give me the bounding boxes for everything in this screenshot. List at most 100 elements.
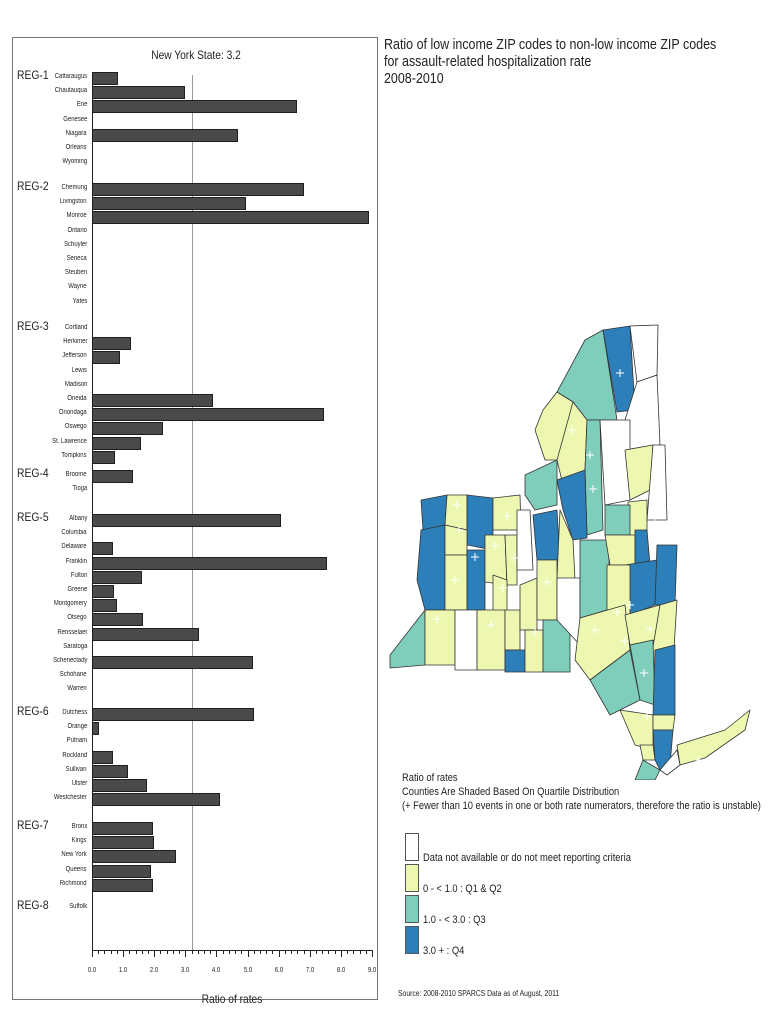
- county-label: Erie: [76, 101, 87, 109]
- region-label: REG-7: [17, 820, 49, 832]
- bar-chart-panel: New York State: 3.2 0.0 1.0 2.0 3.0 4.0 5.0 6.…: [12, 37, 378, 1006]
- county-rensselaer: [654, 544, 678, 606]
- x-tick-label: 8.0: [336, 967, 346, 974]
- major-tick: [92, 950, 93, 957]
- county-label: Warren: [67, 685, 87, 693]
- county-seneca: [504, 534, 518, 586]
- county-label: Chemung: [61, 184, 87, 191]
- source-note: Source: 2008-2010 SPARCS Data as of Augu…: [398, 989, 560, 998]
- county-label: Schoharie: [60, 671, 87, 679]
- legend-label-q3: 1.0 - < 3.0 : Q3: [423, 914, 486, 926]
- county-nassau: [659, 749, 681, 776]
- county-label: Livingston: [60, 198, 87, 206]
- county-bar: [92, 183, 304, 196]
- county-bar: [92, 128, 238, 142]
- county-label: Kings: [72, 837, 87, 845]
- minor-tick: [353, 950, 355, 954]
- county-label: Steuben: [64, 269, 87, 277]
- minor-tick: [235, 950, 237, 954]
- minor-tick: [166, 950, 168, 954]
- county-label: Delaware: [61, 543, 87, 551]
- map-title: Ratio of low income ZIP codes to non-low…: [384, 37, 716, 88]
- region-label: REG-5: [17, 512, 49, 524]
- minor-tick: [334, 950, 336, 954]
- minor-tick: [104, 950, 106, 954]
- x-tick-label: 7.0: [305, 967, 314, 974]
- minor-tick: [316, 950, 317, 954]
- county-bar: [92, 585, 114, 598]
- county-cattaraugus: [424, 609, 456, 666]
- county-bar: [92, 197, 246, 211]
- map-title-line-2: for assault-related hospitalization rate: [384, 54, 592, 70]
- new-york-county-map: [389, 324, 751, 780]
- county-label: Niagara: [66, 129, 87, 137]
- county-bar: [92, 627, 199, 641]
- county-label: Wayne: [68, 283, 87, 291]
- minor-tick: [141, 950, 143, 954]
- county-chautauqua: [389, 609, 426, 669]
- county-bar: [92, 722, 99, 736]
- x-tick-label: 5.0: [243, 967, 252, 974]
- region-label: REG-8: [17, 900, 49, 912]
- county-label: Yates: [72, 297, 87, 305]
- county-label: Rensselaer: [56, 628, 87, 636]
- county-fulton: [604, 504, 631, 536]
- minor-tick: [272, 950, 274, 954]
- county-bar: [92, 599, 117, 613]
- county-bar: [92, 470, 134, 483]
- county-label: New York: [61, 851, 87, 859]
- minor-tick: [359, 950, 361, 954]
- x-axis-title: Ratio of rates: [201, 992, 263, 1006]
- county-label: Schuyler: [63, 240, 87, 248]
- minor-tick: [241, 950, 243, 954]
- county-label: Queens: [66, 865, 87, 873]
- county-label: Ontario: [67, 226, 87, 234]
- county-cortland: [536, 559, 558, 621]
- minor-tick: [291, 950, 293, 954]
- map-title-line-3: 2008-2010: [384, 71, 444, 87]
- county-label: Cattaraugus: [54, 73, 87, 80]
- county-warren: [624, 444, 654, 501]
- county-hamilton-herkimer: [584, 419, 604, 536]
- county-label: Oneida: [67, 395, 87, 402]
- legend-swatch-no-data: [405, 833, 419, 861]
- county-label: Dutchess: [62, 709, 87, 716]
- minor-tick: [297, 950, 299, 954]
- minor-tick: [148, 950, 149, 954]
- county-bar: [92, 408, 324, 422]
- county-bar: [92, 878, 154, 892]
- county-label: Orleans: [66, 144, 87, 151]
- county-bar: [92, 864, 152, 878]
- major-tick: [154, 950, 156, 957]
- x-tick-label: 4.0: [212, 967, 221, 974]
- county-label: Ulster: [71, 780, 87, 787]
- county-onondaga: [532, 509, 561, 561]
- major-tick: [309, 950, 311, 957]
- major-tick: [340, 950, 342, 957]
- county-label: Albany: [68, 515, 87, 522]
- county-bar: [92, 450, 115, 464]
- county-montgomery: [604, 534, 636, 566]
- major-tick: [216, 950, 218, 957]
- county-label: Bronx: [71, 823, 87, 830]
- county-chemung: [504, 649, 526, 673]
- region-label: REG-1: [17, 70, 49, 82]
- county-wyoming: [444, 554, 468, 611]
- minor-tick: [160, 950, 162, 954]
- county-livingston: [466, 549, 486, 611]
- map-title-line-1: Ratio of low income ZIP codes to non-low…: [384, 37, 717, 53]
- region-label: REG-4: [17, 468, 49, 480]
- legend-label-no-data: Data not available or do not meet report…: [423, 852, 631, 864]
- x-tick-label: 2.0: [150, 967, 159, 974]
- major-tick: [372, 950, 373, 957]
- legend-label-q4: 3.0 + : Q4: [423, 945, 465, 957]
- county-label: Tompkins: [61, 451, 87, 459]
- major-tick: [278, 950, 280, 957]
- county-label: Saratoga: [62, 642, 87, 650]
- minor-tick: [110, 950, 112, 954]
- minor-tick: [210, 950, 212, 954]
- county-bar: [92, 613, 143, 627]
- minor-tick: [129, 950, 131, 954]
- county-label: Oswego: [65, 423, 87, 431]
- county-bar: [92, 750, 114, 764]
